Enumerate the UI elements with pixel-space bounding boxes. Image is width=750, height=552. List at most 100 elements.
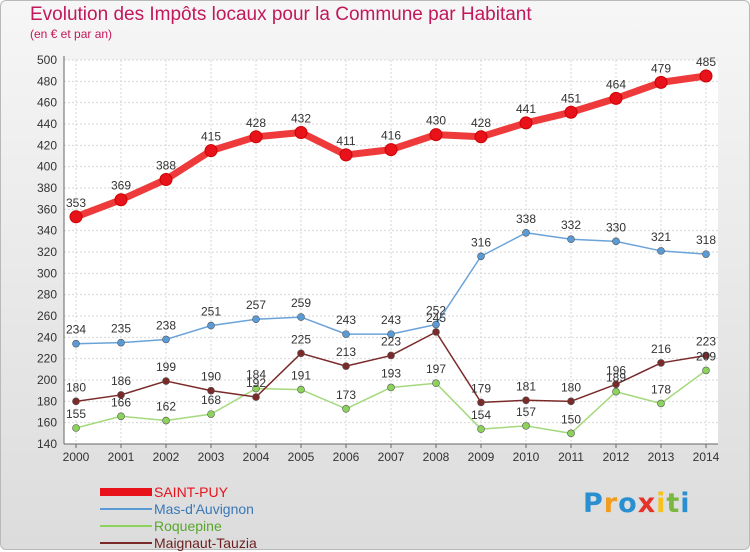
x-tick-label: 2011: [558, 450, 584, 464]
data-label: 178: [651, 382, 671, 396]
y-tick-label: 200: [37, 373, 57, 387]
data-point: [612, 380, 620, 389]
data-label: 479: [651, 61, 671, 75]
data-point: [117, 338, 125, 347]
data-label: 150: [561, 412, 581, 426]
data-point: [612, 237, 620, 246]
data-point: [477, 252, 485, 261]
legend-label-mas-d-auvignon: Mas-d'Auvignon: [154, 501, 254, 517]
data-label: 245: [426, 311, 446, 325]
chart-subtitle: (en € et par an): [30, 27, 113, 41]
y-tick-label: 340: [37, 224, 57, 238]
data-point: [114, 193, 128, 207]
data-label: 173: [336, 388, 356, 402]
data-point: [387, 383, 395, 392]
data-label: 259: [291, 296, 311, 310]
data-point: [567, 429, 575, 438]
data-point: [522, 396, 530, 405]
x-tick-label: 2003: [198, 450, 225, 464]
y-tick-label: 260: [37, 309, 57, 323]
data-label: 199: [156, 360, 176, 374]
series-layer: [69, 69, 713, 438]
y-tick-label: 400: [37, 160, 57, 174]
y-tick-label: 360: [37, 202, 57, 216]
data-point: [117, 412, 125, 421]
data-label: 216: [651, 342, 671, 356]
x-tick-label: 2009: [468, 450, 495, 464]
data-label: 243: [381, 313, 401, 327]
data-point: [252, 384, 260, 393]
x-tick-label: 2006: [333, 450, 360, 464]
data-point: [387, 330, 395, 338]
data-label: 186: [111, 374, 131, 388]
legend-label-roquepine: Roquepine: [154, 518, 222, 534]
data-point: [657, 399, 665, 408]
data-label: 257: [246, 298, 266, 312]
data-label: 193: [381, 366, 401, 380]
data-point: [297, 313, 305, 321]
y-tick-label: 220: [37, 352, 57, 366]
data-label: 213: [336, 345, 356, 359]
y-tick-label: 480: [37, 74, 57, 88]
data-point: [342, 404, 350, 413]
data-point: [252, 393, 260, 401]
data-label: 338: [516, 212, 536, 226]
data-label: 428: [246, 116, 266, 130]
data-label: 166: [111, 395, 131, 409]
data-point: [564, 105, 578, 119]
data-point: [117, 391, 125, 399]
data-point: [522, 422, 530, 430]
data-label: 411: [336, 134, 355, 148]
logo-letter: i: [656, 488, 667, 519]
axes-layer: 140 160 180 200 220 240 260 280 300 320 340 360 380 4…: [37, 53, 720, 464]
data-point: [699, 69, 713, 83]
data-point: [207, 386, 215, 395]
data-point: [339, 148, 353, 162]
data-label: 238: [156, 318, 176, 332]
data-point: [297, 385, 305, 394]
data-label: 157: [516, 405, 536, 419]
logo-letter: x: [637, 488, 657, 519]
data-label: 197: [426, 362, 446, 376]
data-label: 252: [426, 304, 446, 318]
logo-letter: r: [603, 488, 619, 519]
data-point: [567, 397, 575, 406]
data-point: [249, 130, 263, 144]
data-point: [342, 330, 350, 338]
data-label-layer: 353 369 388 415 428 432 411 416 430 428 441 451 464 4…: [66, 55, 716, 426]
data-point: [702, 351, 710, 360]
data-label: 191: [291, 369, 311, 383]
data-point: [69, 210, 83, 224]
legend-label-saint-puy: SAINT-PUY: [154, 484, 228, 500]
legend-label-maignaut-tauzia: Maignaut-Tauzia: [154, 535, 257, 551]
chart-title: Evolution des Impôts locaux pour la Comm…: [30, 4, 532, 25]
data-point: [207, 410, 215, 418]
data-point: [432, 328, 440, 336]
data-label: 235: [111, 322, 131, 336]
data-label: 179: [471, 381, 491, 395]
data-point: [474, 130, 488, 144]
x-tick-label: 2008: [423, 450, 450, 464]
data-label: 180: [66, 380, 86, 394]
data-label: 432: [291, 112, 311, 126]
data-point: [519, 116, 533, 130]
y-tick-label: 380: [37, 181, 57, 195]
data-label: 184: [246, 368, 266, 382]
y-tick-label: 160: [37, 416, 57, 430]
data-label: 430: [426, 114, 446, 128]
data-label: 321: [651, 230, 671, 244]
data-point: [252, 315, 260, 324]
data-point: [609, 91, 623, 105]
data-label: 251: [201, 305, 221, 319]
data-label: 225: [291, 332, 311, 346]
logo-letter: P: [583, 488, 604, 519]
data-point: [159, 172, 173, 186]
legend-swatch-mas-d-auvignon: [100, 508, 152, 510]
data-label: 353: [66, 196, 86, 210]
data-label: 332: [561, 218, 581, 232]
data-point: [384, 143, 398, 157]
data-label: 189: [606, 371, 626, 385]
data-label: 234: [66, 323, 86, 337]
y-tick-label: 280: [37, 288, 57, 302]
